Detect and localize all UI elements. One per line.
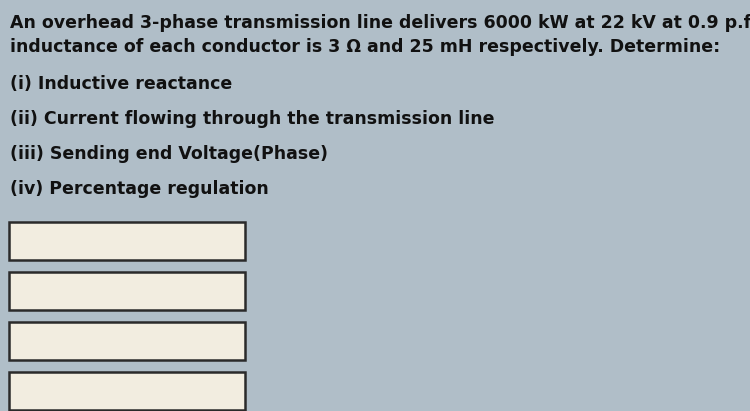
Text: (iii) Sending end Voltage(Phase): (iii) Sending end Voltage(Phase) [10, 145, 328, 163]
FancyBboxPatch shape [9, 372, 245, 410]
FancyBboxPatch shape [9, 272, 245, 310]
FancyBboxPatch shape [9, 222, 245, 260]
FancyBboxPatch shape [9, 322, 245, 360]
Text: inductance of each conductor is 3 Ω and 25 mH respectively. Determine:: inductance of each conductor is 3 Ω and … [10, 38, 720, 56]
Text: (ii) Current flowing through the transmission line: (ii) Current flowing through the transmi… [10, 110, 494, 128]
Text: An overhead 3-phase transmission line delivers 6000 kW at 22 kV at 0.9 p.f. lagg: An overhead 3-phase transmission line de… [10, 14, 750, 32]
Text: (iv) Percentage regulation: (iv) Percentage regulation [10, 180, 268, 198]
Text: (i) Inductive reactance: (i) Inductive reactance [10, 75, 232, 93]
